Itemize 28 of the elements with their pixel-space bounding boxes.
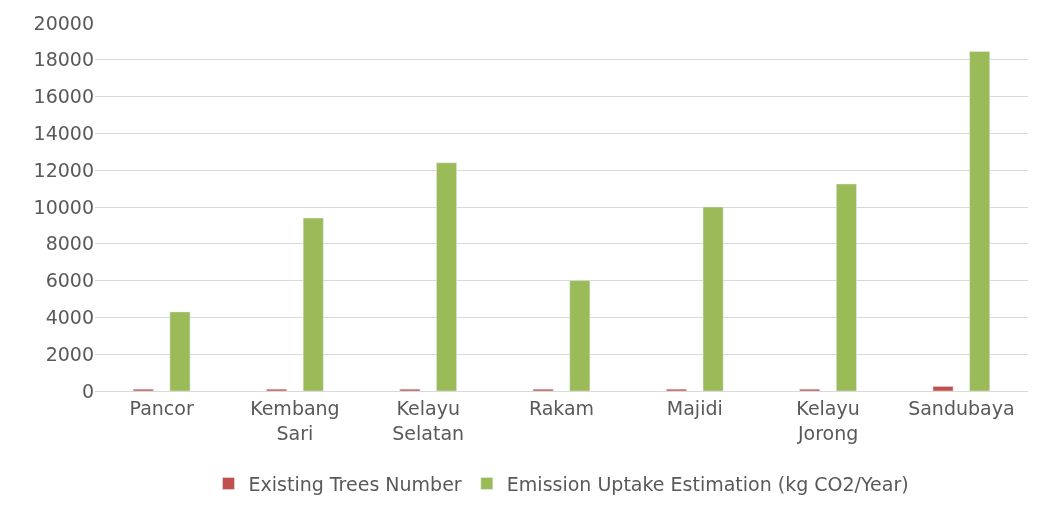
bar: [836, 183, 857, 391]
y-tick-label: 8000: [45, 232, 94, 255]
bar: [169, 311, 191, 391]
x-tick-label: Sandubaya: [908, 396, 1015, 419]
legend-label: Existing Trees Number: [248, 472, 462, 495]
x-tick-label: Rakam: [528, 396, 595, 419]
bar: [969, 51, 991, 391]
y-tick-label: 20000: [33, 11, 94, 34]
y-tick-label: 10000: [33, 195, 94, 218]
y-tick-label: 18000: [33, 48, 94, 71]
y-tick-label: 16000: [33, 85, 94, 108]
y-tick-label: 12000: [33, 158, 94, 181]
y-tick-label: 2000: [45, 342, 94, 365]
bar: [302, 217, 324, 391]
x-tick-label: Majidi: [666, 396, 723, 419]
bar: [702, 206, 724, 391]
bar: [569, 280, 591, 391]
bar: [932, 386, 954, 391]
y-tick-label: 0: [81, 379, 94, 402]
y-tick-label: 14000: [33, 122, 94, 145]
x-tick-label: Kembang Sari: [250, 396, 340, 444]
y-tick-label: 6000: [45, 269, 94, 292]
x-tick-label: Kelayu Selatan: [392, 396, 465, 444]
y-tick-label: 4000: [45, 306, 94, 329]
bar: [436, 162, 457, 391]
x-tick-label: Pancor: [129, 396, 194, 419]
x-tick-label: Kelayu Jorong: [796, 396, 860, 444]
legend-label: Emission Uptake Estimation (kg CO2/Year): [506, 472, 909, 495]
